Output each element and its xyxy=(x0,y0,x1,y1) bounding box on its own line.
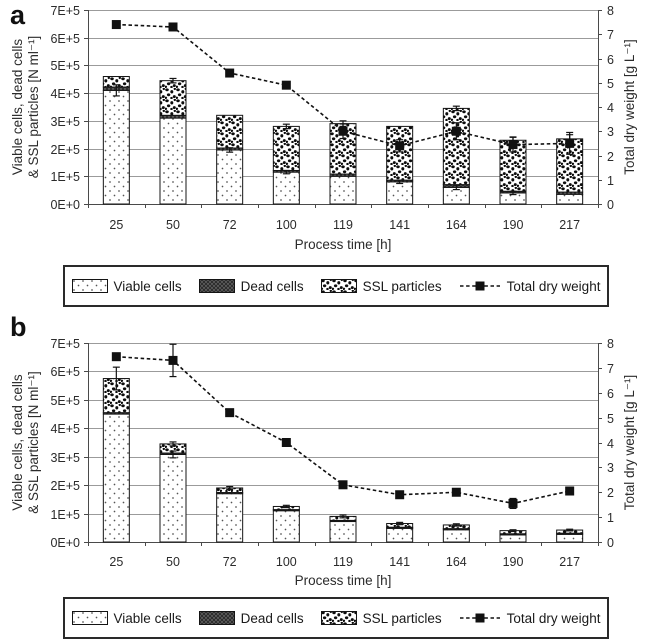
stacked-bars xyxy=(102,366,584,543)
x-axis-labels: 25 50 72 100 119 141 164 190 217 xyxy=(109,555,580,569)
svg-text:164: 164 xyxy=(446,218,467,232)
svg-text:72: 72 xyxy=(223,218,237,232)
svg-text:190: 190 xyxy=(503,218,524,232)
svg-text:6: 6 xyxy=(607,387,614,401)
svg-text:217: 217 xyxy=(559,218,580,232)
right-axis-title: Total dry weight [g L⁻¹] xyxy=(622,39,637,174)
legend-label-viable-cells: Viable cells xyxy=(113,610,182,626)
legend-item-dead-cells: Dead cells xyxy=(198,610,304,626)
legend-panel-b: Viable cells Dead cells SSL particles To… xyxy=(63,597,609,639)
svg-text:4: 4 xyxy=(607,437,614,451)
stacked-bars xyxy=(102,76,584,205)
dead-cells-pattern-swatch xyxy=(198,279,235,293)
svg-text:3E+5: 3E+5 xyxy=(50,115,80,129)
svg-text:7: 7 xyxy=(607,362,614,376)
svg-text:190: 190 xyxy=(503,555,524,569)
svg-text:72: 72 xyxy=(223,555,237,569)
legend-label-dead-cells: Dead cells xyxy=(240,278,304,294)
legend-panel-a: Viable cells Dead cells SSL particles To… xyxy=(63,265,609,307)
legend-label-dead-cells: Dead cells xyxy=(240,610,304,626)
legend-item-total-dry-weight: Total dry weight xyxy=(459,610,601,626)
svg-text:3E+5: 3E+5 xyxy=(50,451,80,465)
svg-text:25: 25 xyxy=(109,218,123,232)
ssl-particles-pattern-swatch xyxy=(320,279,357,293)
svg-text:217: 217 xyxy=(559,555,580,569)
svg-text:1: 1 xyxy=(607,174,614,188)
svg-text:0E+0: 0E+0 xyxy=(50,198,80,212)
svg-text:1E+5: 1E+5 xyxy=(50,170,80,184)
total-dry-weight-line-swatch xyxy=(459,611,501,625)
svg-text:0: 0 xyxy=(607,536,614,550)
dead-cells-pattern-swatch xyxy=(198,611,235,625)
legend-item-viable-cells: Viable cells xyxy=(71,610,182,626)
legend-label-ssl-particles: SSL particles xyxy=(362,610,442,626)
x-axis-title: Process time [h] xyxy=(295,237,392,252)
total-dry-weight-line xyxy=(111,343,575,510)
x-axis-labels: 25 50 72 100 119 141 164 190 217 xyxy=(109,218,580,232)
legend-label-total-dry-weight: Total dry weight xyxy=(506,610,601,626)
svg-text:5: 5 xyxy=(607,77,614,91)
legend-label-viable-cells: Viable cells xyxy=(113,278,182,294)
svg-text:25: 25 xyxy=(109,555,123,569)
svg-text:50: 50 xyxy=(166,218,180,232)
svg-text:5E+5: 5E+5 xyxy=(50,394,80,408)
panel-a-label: a xyxy=(10,0,26,30)
ssl-particles-pattern-swatch xyxy=(320,611,357,625)
svg-text:119: 119 xyxy=(333,555,353,569)
svg-text:7E+5: 7E+5 xyxy=(50,337,80,351)
svg-text:141: 141 xyxy=(389,218,410,232)
legend-item-dead-cells: Dead cells xyxy=(198,278,304,294)
left-axis-title: Viable cells, dead cells& SSL particles … xyxy=(10,371,41,513)
svg-text:4E+5: 4E+5 xyxy=(50,87,80,101)
svg-text:8: 8 xyxy=(607,4,614,18)
legend-item-viable-cells: Viable cells xyxy=(71,278,182,294)
legend-item-total-dry-weight: Total dry weight xyxy=(459,278,601,294)
svg-text:4E+5: 4E+5 xyxy=(50,422,80,436)
chart-panel-b: 0E+0 1E+5 2E+5 3E+5 4E+5 5E+5 6E+5 7E+5 0 1 2 3 4 5 6 7… xyxy=(10,337,637,588)
svg-text:2E+5: 2E+5 xyxy=(50,479,80,493)
svg-text:2E+5: 2E+5 xyxy=(50,143,80,157)
legend-label-total-dry-weight: Total dry weight xyxy=(506,278,601,294)
svg-text:141: 141 xyxy=(389,555,410,569)
svg-text:100: 100 xyxy=(276,218,297,232)
viable-cells-pattern-swatch xyxy=(71,279,108,293)
svg-text:2: 2 xyxy=(607,150,614,164)
svg-text:164: 164 xyxy=(446,555,467,569)
svg-text:0E+0: 0E+0 xyxy=(50,536,80,550)
viable-cells-pattern-swatch xyxy=(71,611,108,625)
svg-text:5: 5 xyxy=(607,412,614,426)
right-axis-title: Total dry weight [g L⁻¹] xyxy=(622,375,637,510)
legend-item-ssl-particles: SSL particles xyxy=(320,278,442,294)
svg-text:119: 119 xyxy=(333,218,353,232)
svg-text:50: 50 xyxy=(166,555,180,569)
svg-text:7: 7 xyxy=(607,28,614,42)
svg-text:2: 2 xyxy=(607,486,614,500)
total-dry-weight-line-swatch xyxy=(459,279,501,293)
total-dry-weight-line xyxy=(111,20,575,155)
left-axis-title: Viable cells, dead cells& SSL particles … xyxy=(10,36,41,178)
chart-panel-a: 0E+0 1E+5 2E+5 3E+5 4E+5 5E+5 6E+5 7E+5 0 1 2 3 4 5 6 7… xyxy=(10,4,637,252)
svg-text:0: 0 xyxy=(607,198,614,212)
svg-text:6E+5: 6E+5 xyxy=(50,365,80,379)
svg-text:4: 4 xyxy=(607,101,614,115)
svg-text:5E+5: 5E+5 xyxy=(50,59,80,73)
svg-text:3: 3 xyxy=(607,125,614,139)
svg-text:1E+5: 1E+5 xyxy=(50,508,80,522)
svg-text:6: 6 xyxy=(607,53,614,67)
svg-text:7E+5: 7E+5 xyxy=(50,4,80,18)
x-axis-title: Process time [h] xyxy=(295,573,392,588)
svg-text:100: 100 xyxy=(276,555,297,569)
svg-text:3: 3 xyxy=(607,461,614,475)
svg-text:6E+5: 6E+5 xyxy=(50,32,80,46)
svg-text:1: 1 xyxy=(607,511,614,525)
svg-text:8: 8 xyxy=(607,337,614,351)
legend-label-ssl-particles: SSL particles xyxy=(362,278,442,294)
legend-item-ssl-particles: SSL particles xyxy=(320,610,442,626)
panel-b-label: b xyxy=(10,312,27,342)
